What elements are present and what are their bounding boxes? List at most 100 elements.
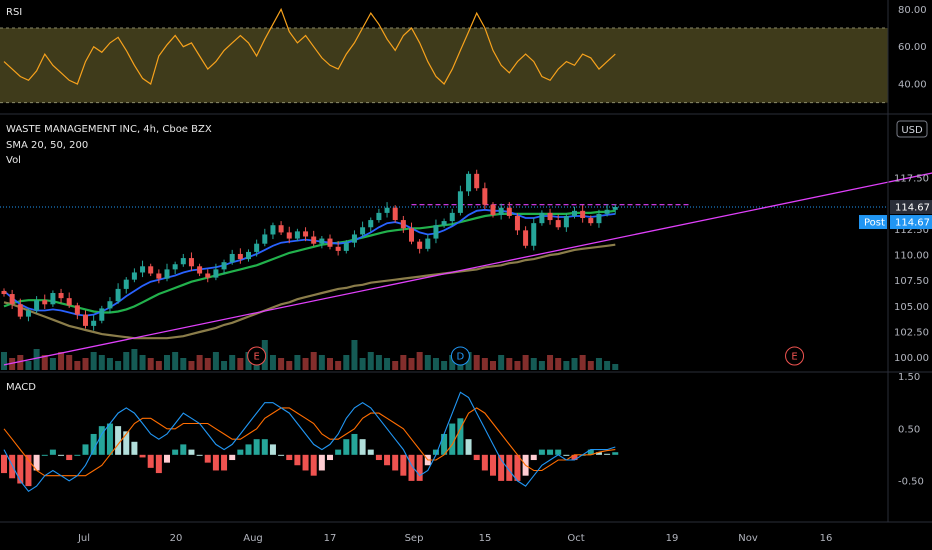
macd-histogram-bar bbox=[98, 426, 105, 455]
volume-bar bbox=[408, 358, 415, 370]
macd-histogram-bar bbox=[286, 454, 293, 461]
candle-body bbox=[115, 288, 121, 302]
candle-body bbox=[457, 191, 463, 213]
candle-body bbox=[42, 300, 48, 305]
volume-bar bbox=[17, 355, 24, 370]
candle-body bbox=[237, 253, 243, 260]
time-tick-label: 20 bbox=[170, 533, 183, 544]
volume-bar bbox=[522, 355, 529, 370]
candle-body bbox=[612, 207, 618, 210]
macd-histogram-bar bbox=[253, 439, 260, 455]
event-marker-e[interactable]: E bbox=[247, 346, 267, 366]
volume-bar bbox=[49, 358, 56, 370]
volume-bar bbox=[318, 355, 325, 370]
candle-body bbox=[319, 238, 325, 244]
time-tick-label: Jul bbox=[77, 533, 90, 544]
macd-histogram-bar bbox=[278, 454, 285, 456]
volume-bar bbox=[498, 355, 505, 370]
rsi-label: RSI bbox=[6, 7, 22, 18]
price-pane[interactable]: E D E WASTE MANAGEMENT INC, 4h, Cboe BZX S… bbox=[0, 124, 932, 370]
macd-histogram-bar bbox=[327, 454, 333, 461]
rsi-tick-label: 60.00 bbox=[898, 42, 927, 53]
volume-bar bbox=[25, 361, 32, 370]
volume-bar bbox=[221, 361, 228, 370]
trendline[interactable] bbox=[3, 172, 932, 366]
volume-bar bbox=[400, 355, 407, 370]
macd-histogram-bar bbox=[25, 454, 32, 487]
volume-bar bbox=[465, 352, 472, 370]
candle-body bbox=[588, 218, 594, 224]
volume-bar bbox=[604, 361, 611, 370]
volume-bar bbox=[106, 358, 113, 370]
macd-histogram-bar bbox=[245, 444, 252, 455]
price-tick-label: 102.50 bbox=[894, 328, 929, 339]
candle-body bbox=[596, 213, 602, 224]
event-marker-d[interactable]: D bbox=[450, 346, 470, 366]
macd-histogram-bar bbox=[229, 454, 236, 461]
currency-button[interactable]: USD bbox=[896, 120, 928, 138]
macd-histogram-bar bbox=[432, 449, 439, 455]
rsi-tick-label: 80.00 bbox=[898, 5, 927, 16]
price-tick-label: 110.00 bbox=[894, 251, 929, 262]
macd-histogram-bar bbox=[123, 431, 130, 455]
macd-histogram-bar bbox=[343, 439, 350, 455]
volume-bar bbox=[367, 352, 374, 370]
volume-bar bbox=[229, 355, 236, 370]
candle-body bbox=[197, 266, 203, 274]
candle-body bbox=[286, 232, 292, 239]
volume-legend[interactable]: Vol bbox=[6, 155, 21, 166]
macd-histogram-bar bbox=[1, 454, 7, 474]
event-marker-circle bbox=[450, 346, 470, 366]
price-tick-label: 112.50 bbox=[894, 225, 929, 236]
macd-histogram-bar bbox=[416, 454, 423, 481]
macd-histogram-bar bbox=[587, 449, 594, 455]
candle-body bbox=[205, 273, 211, 278]
volume-bar bbox=[155, 361, 162, 370]
volume-bar bbox=[384, 358, 391, 370]
volume-bar bbox=[204, 358, 211, 370]
macd-histogram-bar bbox=[367, 449, 374, 455]
candle-body bbox=[604, 209, 610, 214]
macd-histogram-bar bbox=[547, 449, 554, 455]
candle-body bbox=[409, 228, 414, 242]
price-tick-label: 117.50 bbox=[894, 173, 929, 184]
candle-body bbox=[523, 230, 529, 246]
volume-bar bbox=[375, 355, 382, 370]
volume-bar bbox=[9, 358, 16, 370]
volume-bar bbox=[612, 364, 619, 370]
volume-bar bbox=[547, 355, 554, 370]
candle-body bbox=[580, 210, 586, 219]
sma200-line bbox=[3, 243, 616, 340]
macd-histogram-bar bbox=[82, 444, 89, 455]
volume-bar bbox=[1, 352, 7, 370]
volume-bar bbox=[571, 358, 578, 370]
event-marker-circle bbox=[247, 346, 267, 366]
sma-legend[interactable]: SMA 20, 50, 200 bbox=[6, 140, 88, 151]
volume-bar bbox=[278, 358, 285, 370]
macd-tick-label: 0.50 bbox=[898, 424, 920, 435]
candle-body bbox=[441, 221, 447, 226]
macd-histogram-bar bbox=[155, 454, 162, 474]
event-marker-e[interactable]: E bbox=[785, 346, 805, 366]
candle-body bbox=[417, 241, 423, 249]
macd-pane[interactable]: MACD bbox=[1, 382, 619, 493]
volume-bar bbox=[188, 361, 195, 370]
volume-bar bbox=[424, 355, 431, 370]
time-tick-label: 17 bbox=[324, 533, 337, 544]
volume-bar bbox=[310, 352, 317, 370]
candle-body bbox=[9, 294, 15, 305]
volume-bar bbox=[587, 361, 594, 370]
macd-histogram-bar bbox=[612, 452, 619, 455]
time-axis[interactable]: Jul 20 Aug 17 Sep 15 Oct 19 Nov 16 bbox=[0, 521, 932, 544]
rsi-pane[interactable]: RSI bbox=[0, 7, 888, 104]
volume-bar bbox=[237, 358, 244, 370]
candle-body bbox=[213, 269, 219, 278]
macd-histogram-bar bbox=[41, 454, 48, 456]
macd-histogram-bar bbox=[335, 449, 342, 455]
event-marker-label: E bbox=[791, 352, 797, 363]
candle-body bbox=[156, 273, 162, 279]
macd-histogram-bar bbox=[400, 454, 407, 476]
